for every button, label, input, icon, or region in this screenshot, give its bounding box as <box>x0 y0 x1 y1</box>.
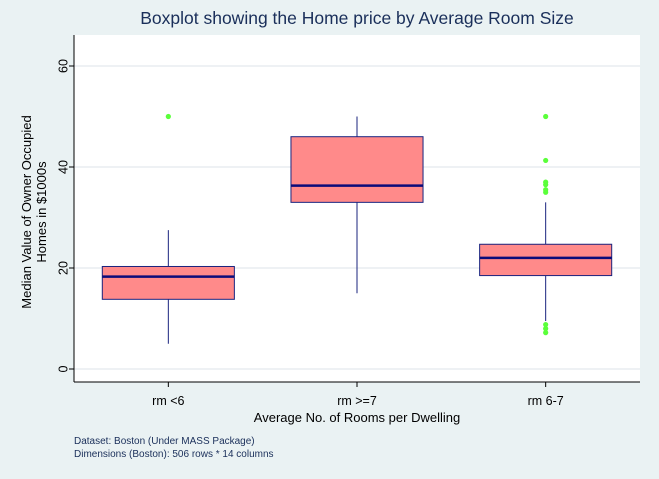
box-iqr <box>101 265 235 300</box>
box-group <box>479 113 613 336</box>
y-axis-title-line-2: Homes in $1000s <box>34 161 49 263</box>
x-axis-ticks: rm <6 rm >=7 rm 6-7 <box>152 382 564 408</box>
x-axis-title: Average No. of Rooms per Dwelling <box>254 410 460 425</box>
x-tick-label: rm 6-7 <box>528 394 564 408</box>
box-iqr <box>479 243 613 277</box>
box-group <box>290 116 424 294</box>
outlier-point <box>165 113 171 120</box>
y-axis-ticks: 0 20 40 60 <box>56 59 74 372</box>
box-group <box>101 113 235 344</box>
outlier-point <box>543 113 549 120</box>
y-tick-label: 20 <box>56 261 70 275</box>
chart-title: Boxplot showing the Home price by Averag… <box>140 8 574 28</box>
boxes <box>101 113 613 344</box>
y-axis-title: Median Value of Owner Occupied Homes in … <box>19 115 49 308</box>
outlier-point <box>543 330 549 336</box>
outlier-point <box>543 179 549 185</box>
box-iqr <box>290 136 424 203</box>
outlier-point <box>543 326 549 332</box>
outlier-point <box>543 321 549 328</box>
y-tick-label: 60 <box>56 59 70 73</box>
x-tick-label: rm >=7 <box>337 394 377 408</box>
note-dimensions: Dimensions (Boston): 506 rows * 14 colum… <box>74 449 274 460</box>
outlier-point <box>543 157 549 164</box>
y-tick-label: 40 <box>56 160 70 174</box>
y-tick-label: 0 <box>56 365 70 372</box>
note-dataset: Dataset: Boston (Under MASS Package) <box>74 436 255 447</box>
y-axis-title-line-1: Median Value of Owner Occupied <box>19 115 34 308</box>
x-tick-label: rm <6 <box>152 394 184 408</box>
outlier-point <box>543 187 549 193</box>
